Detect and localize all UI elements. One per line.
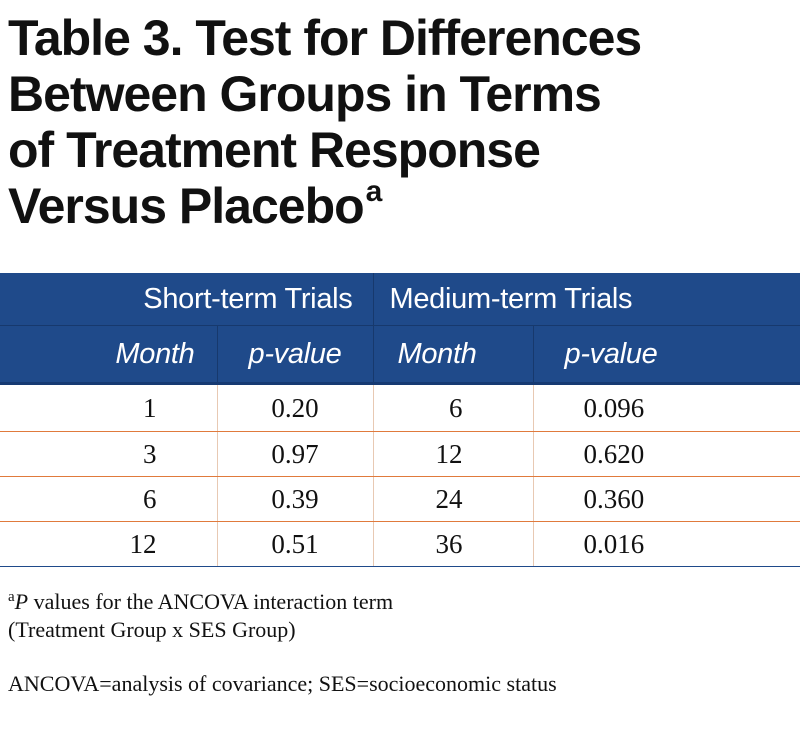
table-row: 1 0.20 6 0.096 bbox=[0, 383, 800, 432]
title-line: of Treatment Response bbox=[8, 122, 541, 178]
column-header-p-value: p-value bbox=[217, 325, 374, 385]
table-cell: 12 bbox=[373, 431, 534, 477]
table-cell: 0.39 bbox=[217, 476, 374, 522]
table-cell: 3 bbox=[0, 431, 218, 477]
table-cell: 0.360 bbox=[533, 476, 800, 522]
title-footnote-marker: a bbox=[365, 175, 383, 208]
table-cell: 24 bbox=[373, 476, 534, 522]
group-header-medium-term: Medium-term Trials bbox=[373, 273, 800, 326]
footnote-text: values for the ANCOVA interaction term bbox=[28, 589, 394, 614]
table-cell: 0.97 bbox=[217, 431, 374, 477]
table-cell: 0.51 bbox=[217, 521, 374, 567]
table-footnotes: aP values for the ANCOVA interaction ter… bbox=[8, 588, 788, 698]
column-header-p-value: p-value bbox=[533, 325, 800, 385]
title-line: Between Groups in Terms bbox=[8, 66, 602, 122]
title-line: Versus Placeboa bbox=[8, 175, 788, 235]
column-header-month: Month bbox=[0, 325, 218, 385]
table-cell: 0.620 bbox=[533, 431, 800, 477]
table-cell: 0.20 bbox=[217, 383, 374, 432]
footnote-variable: P bbox=[14, 589, 29, 614]
footnote-a: aP values for the ANCOVA interaction ter… bbox=[8, 588, 788, 644]
table-cell: 36 bbox=[373, 521, 534, 567]
table-cell: 6 bbox=[0, 476, 218, 522]
table-row: 12 0.51 36 0.016 bbox=[0, 521, 800, 567]
column-header-month: Month bbox=[373, 325, 534, 385]
table-cell: 1 bbox=[0, 383, 218, 432]
table-row: 6 0.39 24 0.360 bbox=[0, 476, 800, 522]
footnote-text: (Treatment Group x SES Group) bbox=[8, 617, 296, 642]
table-cell: 12 bbox=[0, 521, 218, 567]
column-header-row: Month p-value Month p-value bbox=[0, 325, 800, 385]
group-header-row: Short-term Trials Medium-term Trials bbox=[0, 273, 800, 326]
table-cell: 0.016 bbox=[533, 521, 800, 567]
results-table: Short-term Trials Medium-term Trials Mon… bbox=[0, 273, 800, 567]
title-line-text: Versus Placebo bbox=[8, 178, 365, 234]
table-cell: 0.096 bbox=[533, 383, 800, 432]
footnote-marker: a bbox=[8, 589, 15, 605]
title-line: Table 3. Test for Differences bbox=[8, 10, 642, 66]
table-cell: 6 bbox=[373, 383, 534, 432]
table-row: 3 0.97 12 0.620 bbox=[0, 431, 800, 477]
table-title: Table 3. Test for Differences Between Gr… bbox=[8, 10, 788, 234]
group-header-short-term: Short-term Trials bbox=[0, 273, 374, 326]
footnote-abbreviations: ANCOVA=analysis of covariance; SES=socio… bbox=[8, 671, 557, 696]
